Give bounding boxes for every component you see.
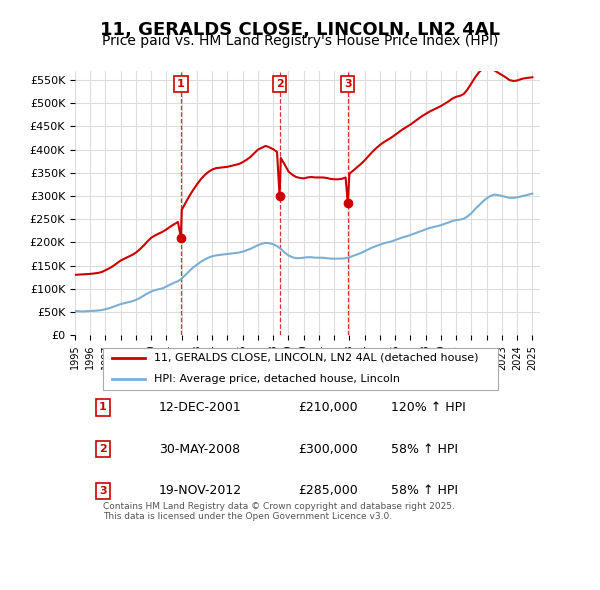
Text: Price paid vs. HM Land Registry's House Price Index (HPI): Price paid vs. HM Land Registry's House … xyxy=(102,34,498,48)
Text: 11, GERALDS CLOSE, LINCOLN, LN2 4AL: 11, GERALDS CLOSE, LINCOLN, LN2 4AL xyxy=(100,21,500,39)
Text: 3: 3 xyxy=(344,78,352,88)
Text: 2: 2 xyxy=(99,444,107,454)
Text: Contains HM Land Registry data © Crown copyright and database right 2025.
This d: Contains HM Land Registry data © Crown c… xyxy=(103,502,455,522)
Text: £210,000: £210,000 xyxy=(298,401,358,414)
Text: HPI: Average price, detached house, Lincoln: HPI: Average price, detached house, Linc… xyxy=(154,374,400,384)
Text: £285,000: £285,000 xyxy=(298,484,358,497)
Text: 30-MAY-2008: 30-MAY-2008 xyxy=(158,442,240,455)
Text: 3: 3 xyxy=(99,486,107,496)
Text: 12-DEC-2001: 12-DEC-2001 xyxy=(158,401,241,414)
Text: 1: 1 xyxy=(99,402,107,412)
Text: £300,000: £300,000 xyxy=(298,442,358,455)
Text: 11, GERALDS CLOSE, LINCOLN, LN2 4AL (detached house): 11, GERALDS CLOSE, LINCOLN, LN2 4AL (det… xyxy=(154,353,479,363)
Text: 58% ↑ HPI: 58% ↑ HPI xyxy=(391,484,458,497)
Text: 120% ↑ HPI: 120% ↑ HPI xyxy=(391,401,466,414)
Text: 58% ↑ HPI: 58% ↑ HPI xyxy=(391,442,458,455)
Text: 1: 1 xyxy=(177,78,185,88)
Text: 19-NOV-2012: 19-NOV-2012 xyxy=(158,484,242,497)
FancyBboxPatch shape xyxy=(103,349,498,390)
Text: 2: 2 xyxy=(276,78,283,88)
